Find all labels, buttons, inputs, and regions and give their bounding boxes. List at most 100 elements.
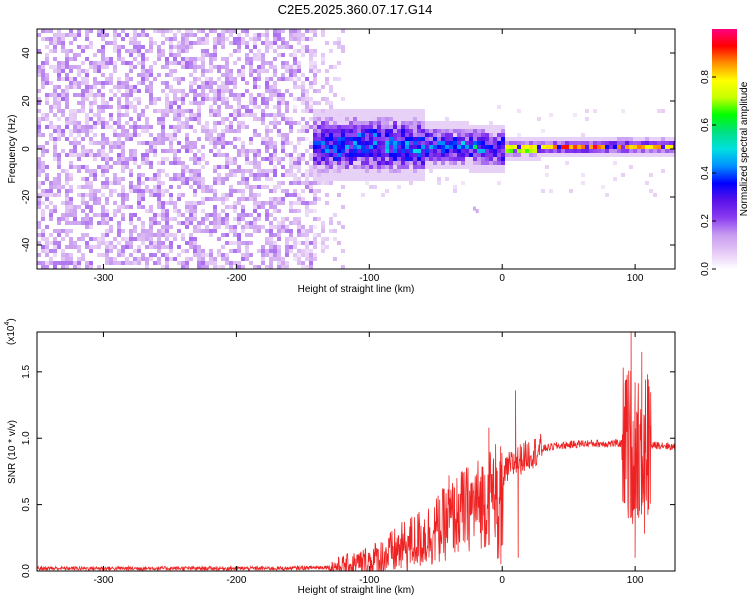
spectrogram-cell bbox=[265, 129, 269, 133]
spectrogram-cell bbox=[213, 81, 217, 85]
spectrogram-cell bbox=[261, 137, 265, 141]
spectrogram-cell bbox=[377, 113, 381, 117]
spectrogram-cell bbox=[305, 149, 309, 153]
spectrogram-cell bbox=[641, 141, 645, 145]
spectrogram-cell bbox=[221, 73, 225, 77]
spectrogram-cell bbox=[417, 129, 421, 133]
spectrogram-cell bbox=[161, 81, 165, 85]
spectrogram-cell bbox=[273, 117, 277, 121]
spectrogram-cell bbox=[129, 133, 133, 137]
spectrogram-cell bbox=[369, 157, 373, 161]
spectrogram-cell bbox=[93, 81, 97, 85]
spectrogram-cell bbox=[349, 133, 353, 137]
spectrogram-cell bbox=[209, 185, 213, 189]
spectrogram-cell bbox=[177, 129, 181, 133]
spectrogram-cell bbox=[45, 193, 49, 197]
spectrogram-cell bbox=[309, 225, 313, 229]
spectrogram-cell bbox=[61, 33, 65, 37]
spectrogram-cell bbox=[365, 141, 369, 145]
spectrogram-cell bbox=[69, 161, 73, 165]
spectrogram-cell bbox=[161, 133, 165, 137]
spectrogram-cell bbox=[405, 125, 409, 129]
spectrogram-cell bbox=[589, 149, 593, 153]
spectrogram-cell bbox=[121, 201, 125, 205]
spectrogram-cell bbox=[45, 77, 49, 81]
spectrogram-cell bbox=[221, 217, 225, 221]
spectrogram-cell bbox=[321, 125, 325, 129]
spectrogram-cell bbox=[69, 221, 73, 225]
spectrogram-cell bbox=[169, 73, 173, 77]
spectrogram-cell bbox=[169, 69, 173, 73]
spectrogram-cell bbox=[649, 141, 653, 145]
spectrogram-cell bbox=[477, 165, 481, 169]
spectrogram-cell bbox=[217, 225, 221, 229]
spectrogram-cell bbox=[377, 165, 381, 169]
spectrogram-cell bbox=[297, 233, 301, 237]
spectrogram-cell bbox=[193, 253, 197, 257]
spectrogram-cell bbox=[77, 85, 81, 89]
spectrogram-cell bbox=[153, 185, 157, 189]
spectrogram-cell bbox=[165, 61, 169, 65]
colorbar-tick-label: 0.8 bbox=[700, 70, 711, 84]
spectrogram-cell bbox=[281, 229, 285, 233]
spectrogram-cell bbox=[341, 249, 345, 253]
spectrogram-cell bbox=[221, 117, 225, 121]
snr-panel: -300 -200 -100 0 100 0.00.51.01.5 Height of … bbox=[4, 318, 676, 596]
spectrogram-cell bbox=[77, 53, 81, 57]
spectrogram-cell bbox=[437, 177, 441, 181]
spectrogram-cell bbox=[617, 145, 621, 149]
spectrogram-cell bbox=[197, 201, 201, 205]
spectrogram-cell bbox=[273, 233, 277, 237]
spectrogram-cell bbox=[185, 33, 189, 37]
spectrogram-cell bbox=[217, 249, 221, 253]
spectrogram-cell bbox=[57, 153, 61, 157]
spectrogram-cell bbox=[173, 205, 177, 209]
spectrogram-cell bbox=[349, 145, 353, 149]
spectrogram-cell bbox=[161, 229, 165, 233]
spectrogram-cell bbox=[317, 149, 321, 153]
spectrogram-cell bbox=[85, 89, 89, 93]
spectrogram-cell bbox=[313, 197, 317, 201]
spectrogram-cell bbox=[141, 173, 145, 177]
spectrogram-cell bbox=[313, 137, 317, 141]
spectrogram-cell bbox=[309, 53, 313, 57]
spectrogram-cell bbox=[61, 149, 65, 153]
spectrogram-cell bbox=[113, 41, 117, 45]
spectrogram-cell bbox=[149, 253, 153, 257]
spectrogram-cell bbox=[209, 197, 213, 201]
spectrogram-cell bbox=[261, 185, 265, 189]
spectrogram-cell bbox=[261, 33, 265, 37]
spectrogram-cell bbox=[73, 125, 77, 129]
spectrogram-cell bbox=[209, 69, 213, 73]
spectrogram-cell bbox=[65, 73, 69, 77]
spectrogram-cell bbox=[409, 181, 413, 185]
spectrogram-cell bbox=[433, 153, 437, 157]
spectrogram-cell bbox=[321, 165, 325, 169]
spectrogram-cell bbox=[77, 237, 81, 241]
spectrogram-cell bbox=[265, 101, 269, 105]
spectrogram-cell bbox=[485, 137, 489, 141]
spectrogram-cell bbox=[313, 193, 317, 197]
spectrogram-cell bbox=[37, 241, 41, 245]
spectrogram-cell bbox=[105, 153, 109, 157]
spectrogram-cell bbox=[373, 149, 377, 153]
spectrogram-cell bbox=[69, 189, 73, 193]
spectrogram-cell bbox=[85, 213, 89, 217]
spectrogram-cell bbox=[165, 105, 169, 109]
spectrogram-cell bbox=[309, 201, 313, 205]
spectrogram-cell bbox=[409, 145, 413, 149]
spectrogram-cell bbox=[265, 29, 269, 33]
spectrogram-cell bbox=[237, 213, 241, 217]
spectrogram-cell bbox=[333, 133, 337, 137]
spectrogram-cell bbox=[429, 161, 433, 165]
spectrogram-cell bbox=[361, 169, 365, 173]
spectrogram-cell bbox=[145, 57, 149, 61]
spectrogram-cell bbox=[45, 125, 49, 129]
spectrogram-cell bbox=[37, 69, 41, 73]
spectrogram-cell bbox=[133, 29, 137, 33]
spectrogram-cell bbox=[417, 157, 421, 161]
spectrogram-cell bbox=[485, 125, 489, 129]
spectrogram-cell bbox=[277, 129, 281, 133]
spectrogram-cell bbox=[637, 153, 641, 157]
